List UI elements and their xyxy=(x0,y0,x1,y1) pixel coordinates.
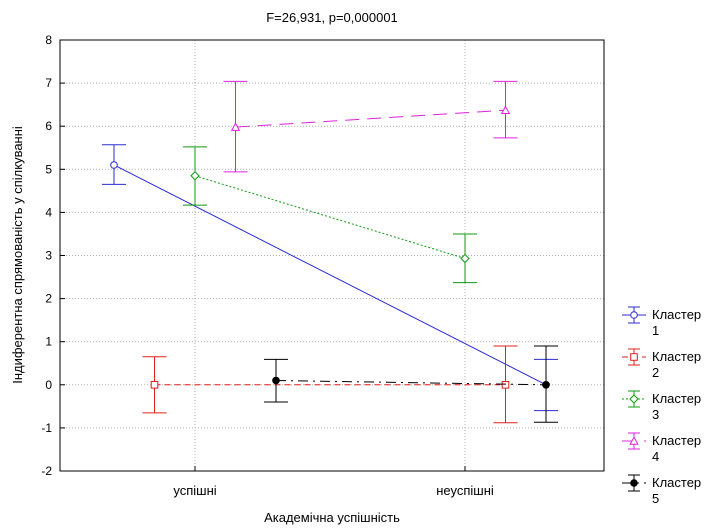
legend-label-number: 4 xyxy=(652,449,659,464)
data-point xyxy=(629,394,639,404)
data-point xyxy=(110,161,118,169)
series-line xyxy=(113,164,547,386)
x-tick-label: успішні xyxy=(173,483,216,498)
y-tick-label: 6 xyxy=(45,119,52,133)
chart-title: F=26,931, p=0,000001 xyxy=(266,10,398,25)
legend-label: Кластер xyxy=(652,307,701,322)
legend-label-number: 5 xyxy=(652,491,659,506)
y-tick-label: 1 xyxy=(45,335,52,349)
data-point xyxy=(501,381,510,389)
series-1 xyxy=(102,144,558,412)
y-tick-label: 4 xyxy=(45,205,52,219)
series-3 xyxy=(183,146,477,284)
x-axis: успішні неуспішні xyxy=(173,466,494,498)
data-point xyxy=(230,122,241,131)
y-tick-label: 3 xyxy=(45,249,52,263)
legend-label: Кластер xyxy=(652,433,701,448)
data-point xyxy=(272,376,280,385)
y-tick-label: -2 xyxy=(41,464,52,478)
data-point xyxy=(630,479,638,487)
y-tick-label: 2 xyxy=(45,292,52,306)
legend-label-number: 1 xyxy=(652,323,659,338)
data-point xyxy=(542,381,550,389)
data-point xyxy=(150,381,159,389)
grid xyxy=(60,40,604,471)
series xyxy=(102,80,558,424)
data-point xyxy=(630,353,638,361)
x-tick-label: неуспішні xyxy=(436,483,494,498)
y-tick-label: 5 xyxy=(45,162,52,176)
legend-label: Кластер xyxy=(652,349,701,364)
series-5 xyxy=(264,345,558,423)
series-line xyxy=(194,175,466,259)
data-point xyxy=(190,171,200,181)
y-axis-label: Індиферентна спрямованість у спілкуванні xyxy=(10,126,25,384)
series-line xyxy=(235,109,506,128)
legend-label: Кластер xyxy=(652,475,701,490)
y-tick-label: -1 xyxy=(41,421,52,435)
y-tick-label: 8 xyxy=(45,33,52,47)
series-line xyxy=(275,379,547,386)
series-4 xyxy=(223,80,518,173)
data-point xyxy=(629,436,639,445)
legend-label-number: 2 xyxy=(652,365,659,380)
y-tick-label: 7 xyxy=(45,76,52,90)
series-2 xyxy=(142,345,518,424)
legend-label-number: 3 xyxy=(652,407,659,422)
x-axis-label: Академічна успішність xyxy=(264,510,400,525)
y-axis: -2 -1 0 1 2 3 4 5 6 7 8 xyxy=(41,33,65,478)
data-point xyxy=(460,253,470,264)
legend-label: Кластер xyxy=(652,391,701,406)
data-point xyxy=(630,311,638,319)
y-tick-label: 0 xyxy=(45,378,52,392)
data-point xyxy=(500,105,511,115)
